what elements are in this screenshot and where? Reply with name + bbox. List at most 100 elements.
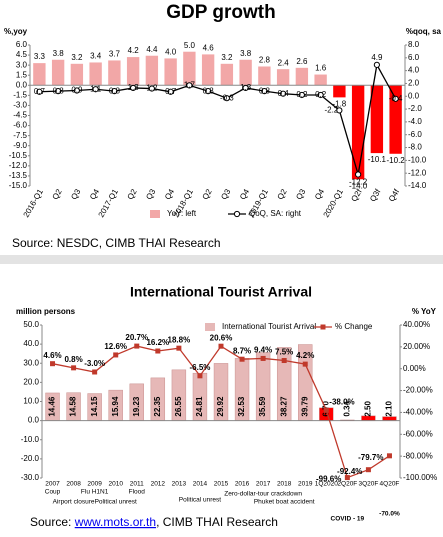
source-link: www.mots.or.th (74, 515, 156, 529)
line-marker (50, 361, 56, 367)
bar-value-label: 4.4 (146, 45, 158, 54)
line-value-label: 0.8 (109, 86, 121, 95)
bar-value-label: 14.58 (69, 396, 78, 417)
bar-value-label: 3.7 (109, 50, 121, 59)
bar (183, 51, 196, 86)
y-axis-label: %,yoy (4, 27, 28, 36)
line-value-label: -99.6% (316, 475, 341, 484)
bar (389, 85, 402, 154)
bar-value-label: 35.59 (258, 396, 267, 417)
line-marker (134, 343, 140, 349)
annotation: Political unrest (95, 499, 137, 506)
bar-value-label: 4.2 (128, 46, 140, 55)
line-value-label: 1.3 (240, 83, 252, 92)
y2-tick-label: -40.00% (403, 408, 433, 417)
x-tick-label: 2016 (235, 481, 250, 488)
line-marker (302, 361, 308, 367)
x-tick-label: 2Q20F (337, 481, 357, 488)
line-value-label: 0.2 (296, 90, 308, 99)
x-tick-label: 2007 (45, 481, 60, 488)
x-tick-label: Q4 (238, 187, 251, 201)
annotation: -70.0% (379, 511, 400, 518)
line-marker (167, 88, 174, 95)
line-marker (113, 352, 119, 358)
y-tick-label: -6.0 (13, 121, 27, 130)
line-marker (260, 355, 266, 361)
x-tick-label: 2012 (151, 481, 166, 488)
y2-tick-label: -8.0 (408, 143, 422, 152)
bar (33, 63, 46, 86)
line-value-label: 0.4 (278, 89, 290, 98)
bar-value-label: 4.0 (165, 48, 177, 57)
line-marker (223, 95, 230, 102)
bar (70, 63, 84, 86)
bar-value-label: 32.53 (237, 396, 246, 417)
bar-value-label: 3.8 (240, 49, 252, 58)
x-tick-label: 4Q20F (380, 481, 400, 488)
bar-value-label: 0.34 (342, 401, 351, 417)
line-marker (155, 348, 161, 354)
line-value-label: 0.2 (315, 90, 327, 99)
x-tick-label: Q3 (144, 187, 157, 201)
x-tick-label: Q4 (163, 187, 176, 201)
bar-value-label: 2.6 (296, 57, 308, 66)
line-marker (176, 345, 182, 351)
line-marker (392, 95, 399, 102)
line-value-label: -6.5% (189, 363, 210, 372)
line-marker (92, 369, 98, 375)
line-marker (242, 84, 249, 92)
line-marker (148, 85, 155, 92)
legend-label: International Tourist Arrival (222, 322, 316, 331)
bar-value-label: -10.2 (387, 156, 406, 165)
line-marker (92, 86, 99, 93)
bar-value-label: 3.2 (221, 53, 233, 62)
line-value-label: 8.7% (233, 346, 251, 355)
bar (51, 59, 65, 86)
line-value-label: 18.8% (168, 335, 191, 344)
line-value-label: 0.8 (203, 86, 215, 95)
legend-marker (320, 324, 326, 330)
bar-value-label: 3.4 (90, 52, 102, 61)
line-value-label: 7.5% (275, 348, 293, 357)
annotation: Coup (45, 489, 61, 496)
line-value-label: 1.1 (90, 84, 102, 93)
source-suffix: , CIMB THAI Research (156, 515, 278, 529)
y-tick-label: -1.5 (13, 90, 27, 99)
y-tick-label: -20.0 (21, 454, 40, 463)
y-tick-label: -13.5 (9, 171, 28, 180)
y-tick-label: -30.0 (21, 473, 40, 482)
line-value-label: -38.0% (329, 397, 354, 406)
bar (145, 55, 159, 86)
bar (126, 57, 140, 86)
x-tick-label: Q4 (313, 187, 326, 201)
line-marker (365, 467, 371, 473)
line-marker (36, 88, 43, 95)
line-value-label: 0.9 (71, 86, 83, 95)
line-marker (281, 358, 287, 364)
y2-tick-label: -60.00% (403, 429, 433, 438)
x-tick-label: Q2 (51, 187, 64, 201)
bar-value-label: 26.55 (174, 396, 183, 417)
line-marker (197, 373, 203, 379)
line-marker (280, 90, 287, 97)
y-tick-label: 40.0 (23, 339, 39, 348)
x-tick-label: Q4 (88, 187, 101, 201)
y2-tick-label: 40.00% (403, 320, 430, 329)
y-tick-label: 6.0 (16, 40, 28, 49)
bar (201, 54, 215, 86)
bar-value-label: 14.46 (48, 396, 57, 417)
bar (314, 74, 327, 86)
line-value-label: 0.8 (53, 86, 65, 95)
legend-label: YoY: left (167, 209, 197, 218)
line-value-label: -79.7% (358, 453, 383, 462)
source: Source: www.mots.or.th, CIMB THAI Resear… (30, 515, 278, 529)
y-tick-label: 10.0 (23, 397, 39, 406)
bar-value-label: 22.35 (153, 396, 162, 417)
bar-value-label: 19.23 (132, 396, 141, 417)
y2-tick-label: -10.0 (408, 155, 427, 164)
y-tick-label: 20.0 (23, 377, 39, 386)
line-marker (298, 91, 305, 99)
line-value-label: -0.4 (389, 94, 403, 103)
x-tick-label: Q2 (276, 187, 289, 201)
